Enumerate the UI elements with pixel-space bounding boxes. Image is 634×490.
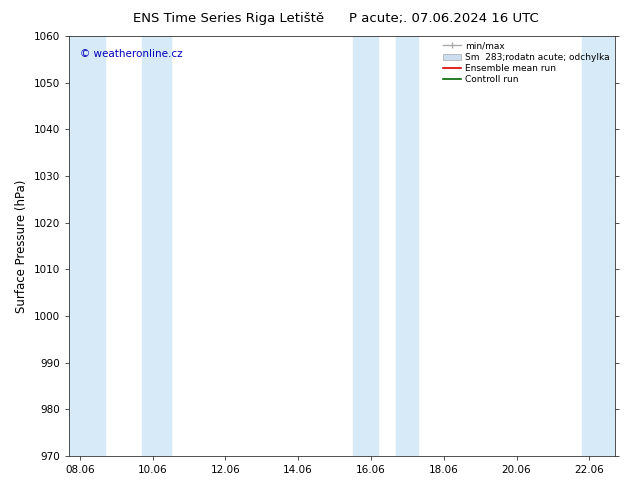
Text: ENS Time Series Riga Letiště: ENS Time Series Riga Letiště [133, 12, 324, 25]
Y-axis label: Surface Pressure (hPa): Surface Pressure (hPa) [15, 179, 28, 313]
Bar [353, 36, 378, 456]
Bar [396, 36, 418, 456]
Legend: min/max, Sm  283;rodatn acute; odchylka, Ensemble mean run, Controll run: min/max, Sm 283;rodatn acute; odchylka, … [439, 38, 613, 88]
Text: P acute;. 07.06.2024 16 UTC: P acute;. 07.06.2024 16 UTC [349, 12, 539, 25]
Bar [69, 36, 105, 456]
Text: © weatheronline.cz: © weatheronline.cz [80, 49, 183, 59]
Bar [582, 36, 615, 456]
Bar [141, 36, 171, 456]
